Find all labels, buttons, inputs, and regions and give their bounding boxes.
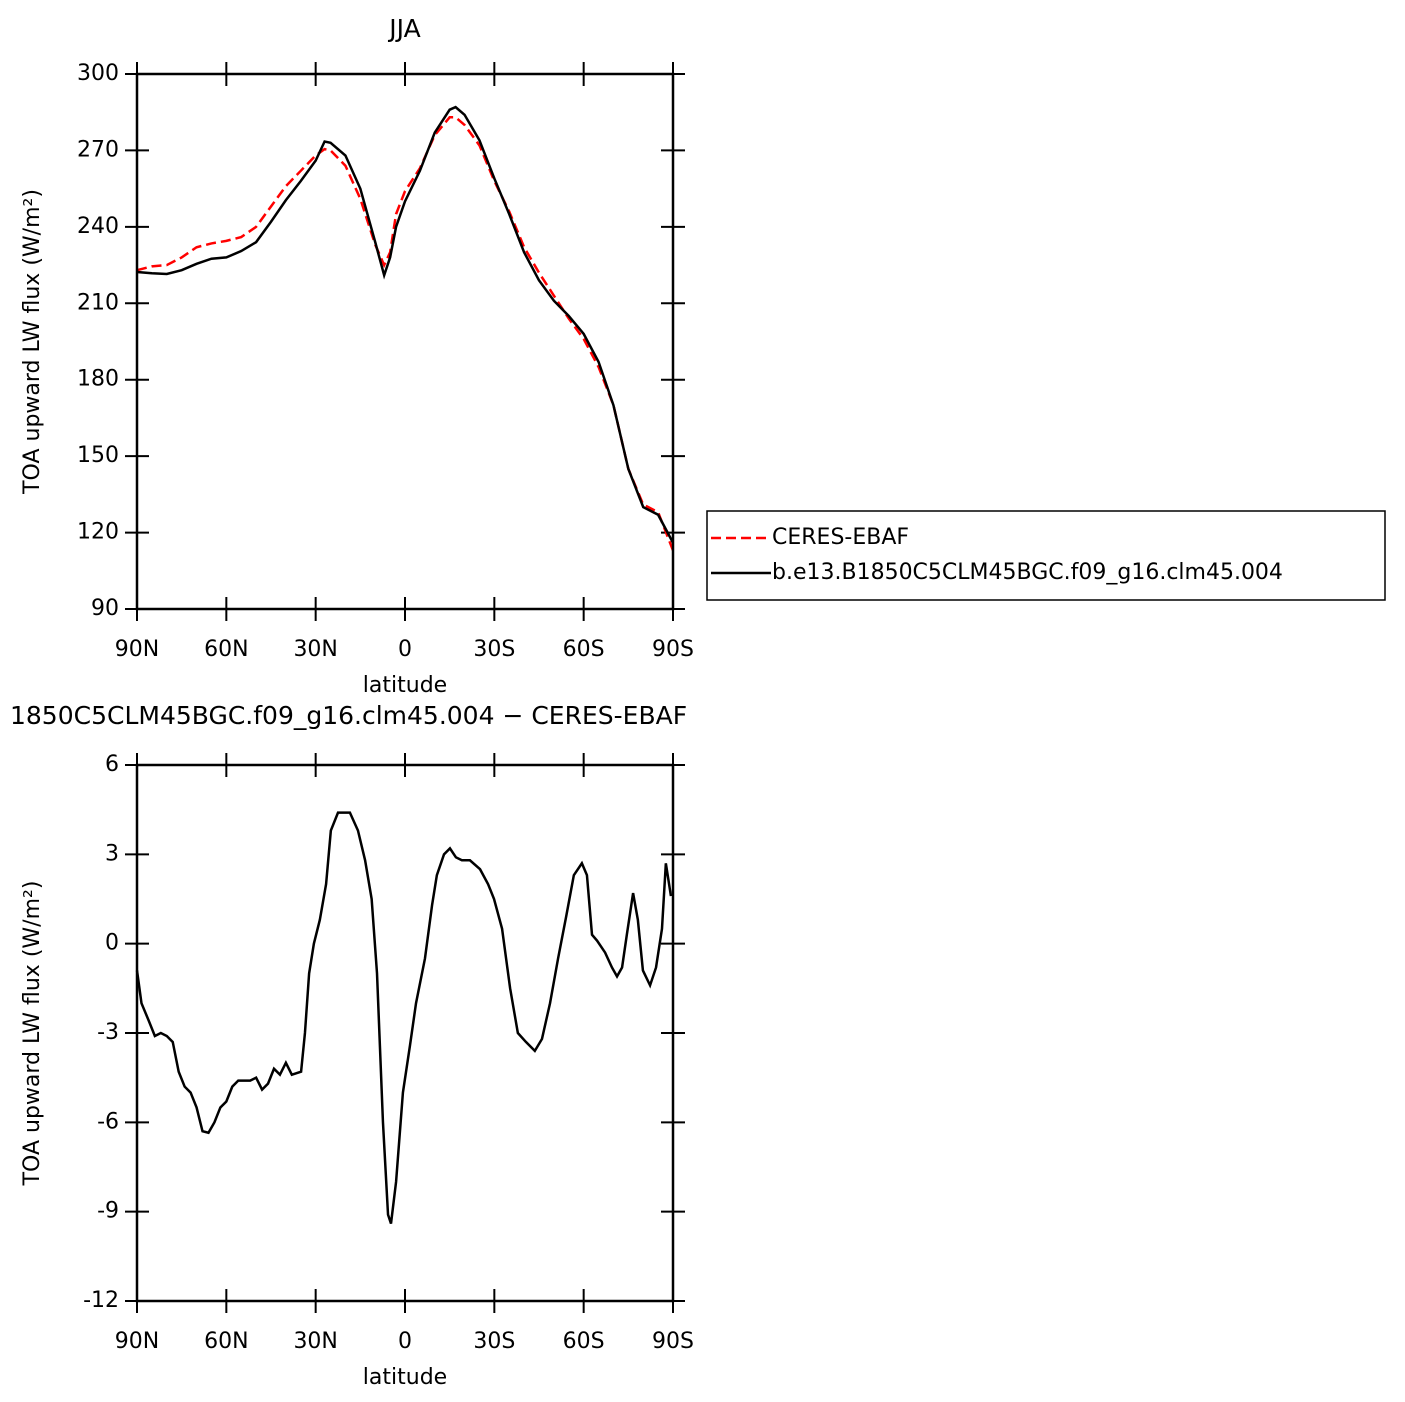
x-tick-label: 30S xyxy=(473,1329,515,1354)
y-tick-label: 150 xyxy=(77,443,119,468)
data-line xyxy=(135,811,673,1224)
chart-title: 1850C5CLM45BGC.f09_g16.clm45.004 − CERES… xyxy=(10,701,687,730)
x-tick-label: 30N xyxy=(293,1329,337,1354)
x-axis-label: latitude xyxy=(363,1365,447,1390)
x-tick-label: 90S xyxy=(652,637,694,662)
x-tick-label: 0 xyxy=(398,637,412,662)
x-tick-label: 30N xyxy=(293,637,337,662)
y-tick-label: -12 xyxy=(83,1288,119,1313)
y-tick-label: 90 xyxy=(91,596,119,621)
y-tick-label: 120 xyxy=(77,520,119,545)
x-tick-label: 60S xyxy=(563,637,605,662)
y-tick-label: 3 xyxy=(105,841,119,866)
x-tick-label: 60N xyxy=(204,1329,248,1354)
y-tick-label: 300 xyxy=(77,61,119,86)
y-tick-label: -6 xyxy=(97,1109,119,1134)
x-tick-label: 90N xyxy=(115,637,159,662)
y-tick-label: 210 xyxy=(77,290,119,315)
y-tick-label: 240 xyxy=(77,214,119,239)
data-line xyxy=(136,116,675,551)
y-tick-label: -9 xyxy=(97,1199,119,1224)
x-tick-label: 0 xyxy=(398,1329,412,1354)
plot-frame xyxy=(135,763,675,1303)
y-tick-label: 0 xyxy=(105,931,119,956)
x-tick-label: 30S xyxy=(473,637,515,662)
legend-label: CERES-EBAF xyxy=(772,525,909,550)
legend-box xyxy=(706,510,1386,601)
x-tick-label: 90N xyxy=(115,1329,159,1354)
x-tick-label: 60S xyxy=(563,1329,605,1354)
x-tick-label: 90S xyxy=(652,1329,694,1354)
plot-frame xyxy=(135,72,675,611)
y-tick-label: 6 xyxy=(105,752,119,777)
y-tick-label: -3 xyxy=(97,1020,119,1045)
y-axis-label: TOA upward LW flux (W/m²) xyxy=(20,881,45,1187)
chart-title: JJA xyxy=(387,14,420,43)
y-tick-label: 270 xyxy=(77,137,119,162)
legend-label: b.e13.B1850C5CLM45BGC.f09_g16.clm45.004 xyxy=(772,560,1283,585)
x-axis-label: latitude xyxy=(363,673,447,698)
x-tick-label: 60N xyxy=(204,637,248,662)
data-line xyxy=(136,105,675,544)
y-tick-label: 180 xyxy=(77,367,119,392)
y-axis-label: TOA upward LW flux (W/m²) xyxy=(20,189,45,495)
